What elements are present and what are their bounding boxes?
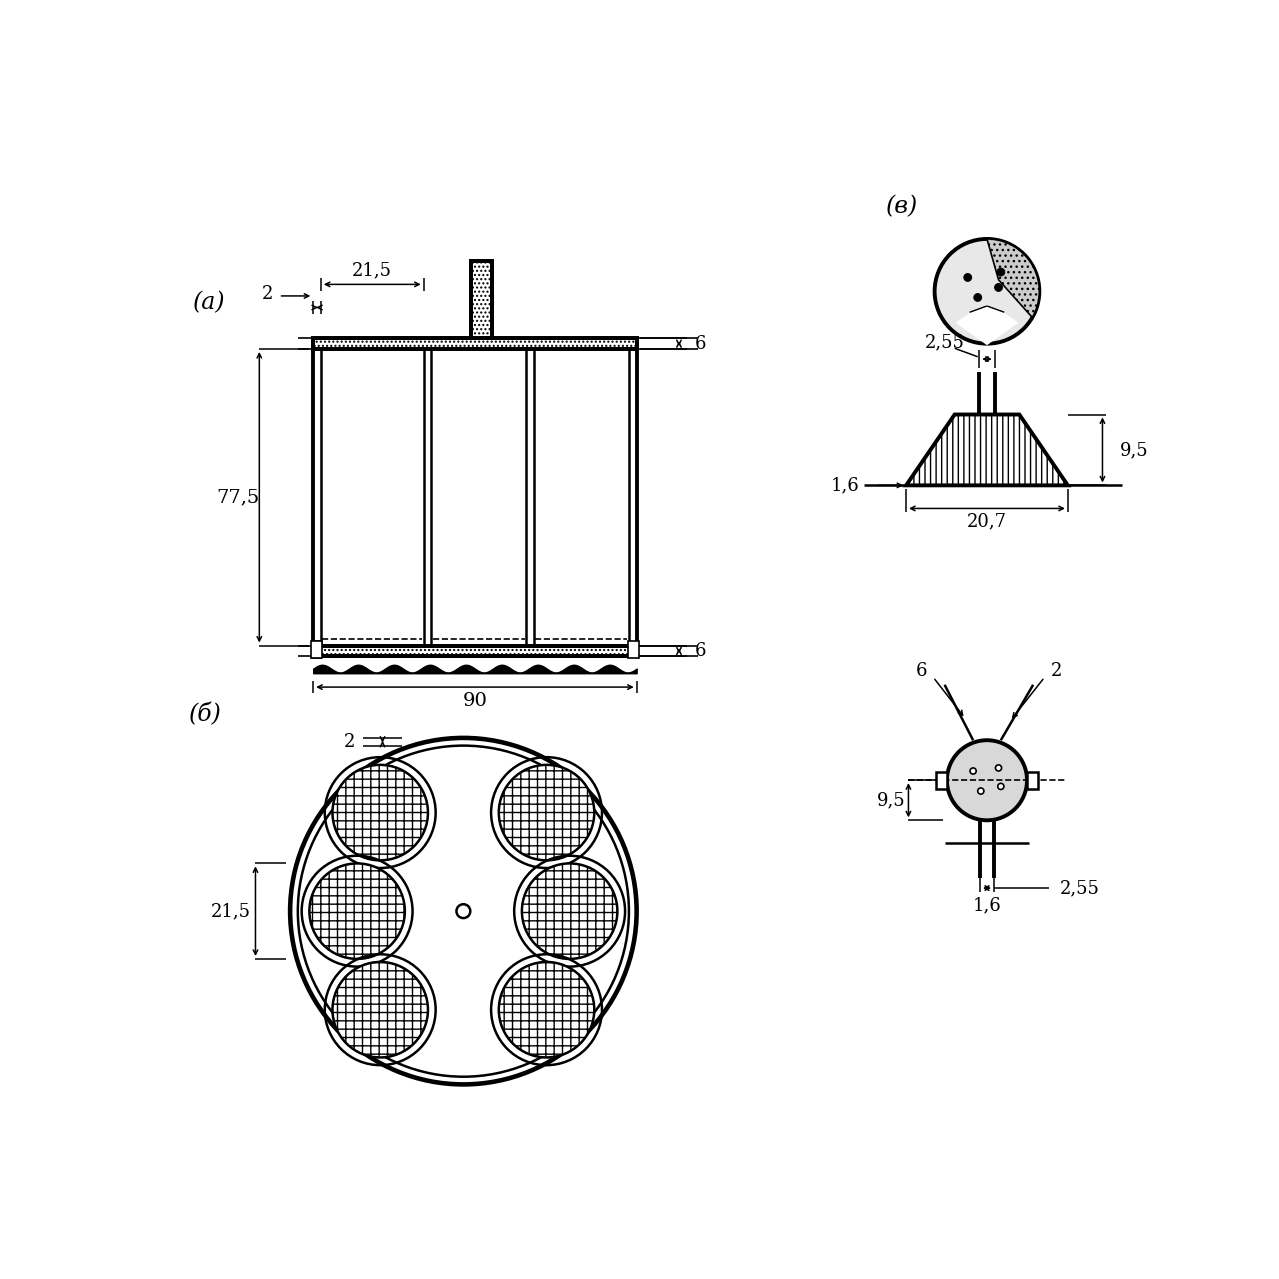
Bar: [628, 641, 640, 657]
Circle shape: [977, 788, 984, 794]
Bar: [936, 771, 946, 789]
Circle shape: [998, 783, 1004, 789]
Text: (a): (a): [193, 292, 225, 315]
Text: 9,5: 9,5: [877, 792, 906, 810]
Circle shape: [935, 239, 1040, 344]
Polygon shape: [906, 414, 1068, 485]
Circle shape: [499, 765, 595, 861]
Text: 2: 2: [344, 733, 356, 751]
Circle shape: [310, 863, 405, 959]
Text: 21,5: 21,5: [352, 261, 393, 280]
Circle shape: [995, 284, 1003, 292]
Bar: [313, 338, 637, 349]
Bar: [1027, 771, 1037, 789]
Circle shape: [969, 767, 976, 774]
Circle shape: [499, 962, 595, 1058]
Text: 20,7: 20,7: [967, 513, 1007, 531]
Circle shape: [973, 294, 981, 302]
Text: 1,6: 1,6: [831, 476, 859, 495]
Text: 6: 6: [916, 663, 927, 680]
Text: 21,5: 21,5: [211, 902, 251, 920]
Text: 2: 2: [261, 285, 272, 303]
Text: 6: 6: [694, 335, 706, 353]
Circle shape: [995, 765, 1001, 771]
Text: 1,6: 1,6: [972, 897, 1001, 914]
Text: 2,55: 2,55: [1060, 879, 1100, 897]
Bar: [313, 646, 637, 656]
Bar: [311, 641, 322, 657]
Circle shape: [333, 765, 428, 861]
Circle shape: [946, 741, 1027, 820]
Polygon shape: [987, 239, 1040, 317]
Bar: [313, 338, 637, 349]
Text: 90: 90: [463, 692, 487, 710]
Text: 2: 2: [1050, 663, 1062, 680]
Circle shape: [522, 863, 618, 959]
Text: (в): (в): [886, 196, 918, 219]
Bar: [471, 261, 492, 338]
Polygon shape: [955, 307, 1018, 345]
Circle shape: [998, 269, 1005, 276]
Circle shape: [333, 962, 428, 1058]
Text: 9,5: 9,5: [1119, 441, 1149, 459]
Bar: [471, 261, 492, 338]
Text: 2,55: 2,55: [925, 333, 964, 352]
Bar: [313, 646, 637, 656]
Circle shape: [964, 274, 972, 281]
Text: 77,5: 77,5: [216, 489, 260, 506]
Text: 6: 6: [694, 642, 706, 660]
Text: (б): (б): [189, 703, 221, 726]
